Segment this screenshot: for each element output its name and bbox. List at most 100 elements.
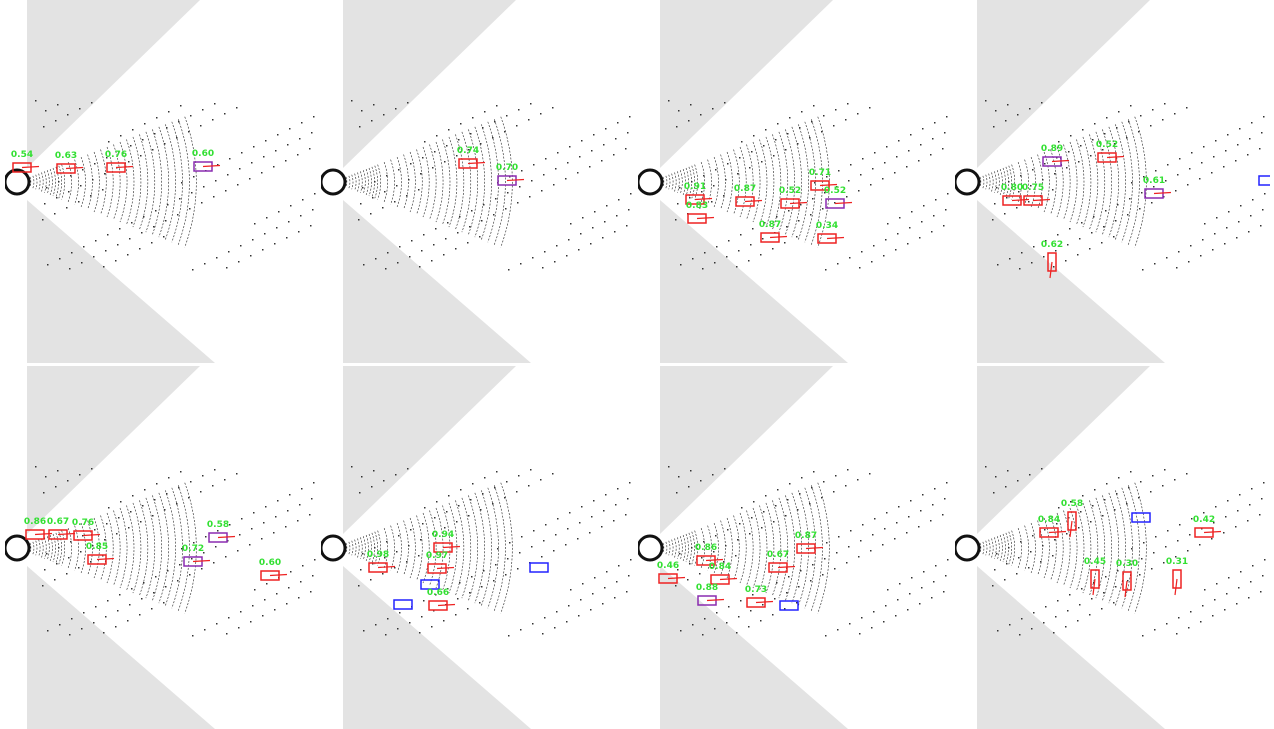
scan-ring (1063, 144, 1071, 220)
point-cloud-dot (737, 539, 739, 541)
point-cloud-dot (930, 154, 932, 156)
point-cloud-dot (531, 180, 533, 182)
point-cloud-dot (238, 261, 240, 263)
point-cloud-dot (541, 556, 543, 558)
scan-ring (1024, 159, 1029, 205)
heading-line (1153, 191, 1172, 195)
point-cloud-dot (251, 528, 253, 530)
point-cloud-dot (741, 507, 743, 509)
point-cloud-dot (445, 238, 447, 240)
scan-ring (106, 512, 114, 584)
point-cloud-dot (593, 500, 595, 502)
point-cloud-dot (1081, 222, 1083, 224)
point-cloud-dot (1105, 210, 1107, 212)
out-of-view-wedge (343, 0, 516, 168)
point-cloud-dot (556, 245, 558, 247)
ground-truth-box (393, 599, 413, 610)
point-cloud-dot (521, 536, 523, 538)
detection-score: 0.63 (55, 151, 77, 161)
point-cloud-dot (992, 585, 994, 587)
point-cloud-dot (93, 256, 95, 258)
scan-ring (1134, 482, 1147, 614)
scan-ring (360, 171, 363, 193)
point-cloud-dot (265, 506, 267, 508)
point-cloud-dot (1153, 186, 1155, 188)
point-cloud-dot (727, 163, 729, 165)
heading-line (467, 161, 486, 165)
scan-ring (791, 492, 802, 604)
point-cloud-dot (1052, 189, 1054, 191)
point-cloud-dot (616, 215, 618, 217)
point-cloud-dot (812, 564, 814, 566)
point-cloud-dot (798, 586, 800, 588)
scan-ring (671, 539, 674, 557)
point-cloud-dot (421, 250, 423, 252)
detection-score: 0.88 (696, 583, 718, 593)
point-cloud-dot (309, 148, 311, 150)
scan-ring (1063, 510, 1071, 586)
scan-ring (798, 124, 809, 240)
point-cloud-dot (884, 162, 886, 164)
point-cloud-dot (826, 176, 828, 178)
point-cloud-dot (1190, 611, 1192, 613)
point-cloud-dot (594, 211, 596, 213)
point-cloud-dot (618, 565, 620, 567)
scan-ring (396, 156, 402, 208)
point-cloud-dot (152, 149, 154, 151)
out-of-view-wedge (660, 366, 833, 534)
scan-ring (996, 170, 1000, 194)
point-cloud-dot (910, 134, 912, 136)
point-cloud-dot (1068, 151, 1070, 153)
scan-ring (416, 149, 423, 215)
point-cloud-dot (395, 108, 397, 110)
point-cloud-dot (1203, 512, 1205, 514)
point-cloud-dot (789, 483, 791, 485)
point-cloud-dot (191, 558, 193, 560)
point-cloud-dot (459, 582, 461, 584)
point-cloud-dot (774, 598, 776, 600)
point-cloud-dot (312, 575, 314, 577)
scan-ring (158, 126, 169, 238)
point-cloud-dot (887, 223, 889, 225)
point-cloud-dot (432, 533, 434, 535)
point-cloud-dot (107, 234, 109, 236)
point-cloud-dot (1199, 178, 1201, 180)
point-cloud-dot (541, 190, 543, 192)
point-cloud-dot (399, 246, 401, 248)
point-cloud-dot (568, 605, 570, 607)
point-cloud-dot (533, 530, 535, 532)
scan-ring (694, 530, 699, 566)
point-cloud-dot (676, 492, 678, 494)
point-cloud-dot (845, 119, 847, 121)
point-cloud-dot (833, 491, 835, 493)
scan-ring (713, 156, 719, 208)
point-cloud-dot (482, 127, 484, 129)
point-cloud-dot (254, 589, 256, 591)
point-cloud-dot (1045, 606, 1047, 608)
point-cloud-dot (552, 473, 554, 475)
point-cloud-dot (446, 145, 448, 147)
point-cloud-dot (458, 505, 460, 507)
point-cloud-dot (935, 565, 937, 567)
point-cloud-dot (788, 576, 790, 578)
heading-line (21, 165, 40, 169)
point-cloud-dot (1070, 501, 1072, 503)
point-cloud-dot (860, 540, 862, 542)
point-cloud-dot (898, 506, 900, 508)
point-cloud-dot (266, 217, 268, 219)
point-cloud-dot (250, 621, 252, 623)
point-cloud-dot (409, 256, 411, 258)
scan-ring (677, 537, 680, 559)
ego-vehicle (955, 168, 981, 196)
point-cloud-dot (1065, 626, 1067, 628)
point-cloud-dot (784, 608, 786, 610)
scan-ring (982, 541, 985, 555)
point-cloud-dot (796, 236, 798, 238)
point-cloud-dot (252, 239, 254, 241)
scan-ring (158, 492, 169, 604)
point-cloud-dot (845, 485, 847, 487)
point-cloud-dot (688, 120, 690, 122)
point-cloud-dot (823, 481, 825, 483)
point-cloud-dot (204, 629, 206, 631)
point-cloud-dot (933, 215, 935, 217)
